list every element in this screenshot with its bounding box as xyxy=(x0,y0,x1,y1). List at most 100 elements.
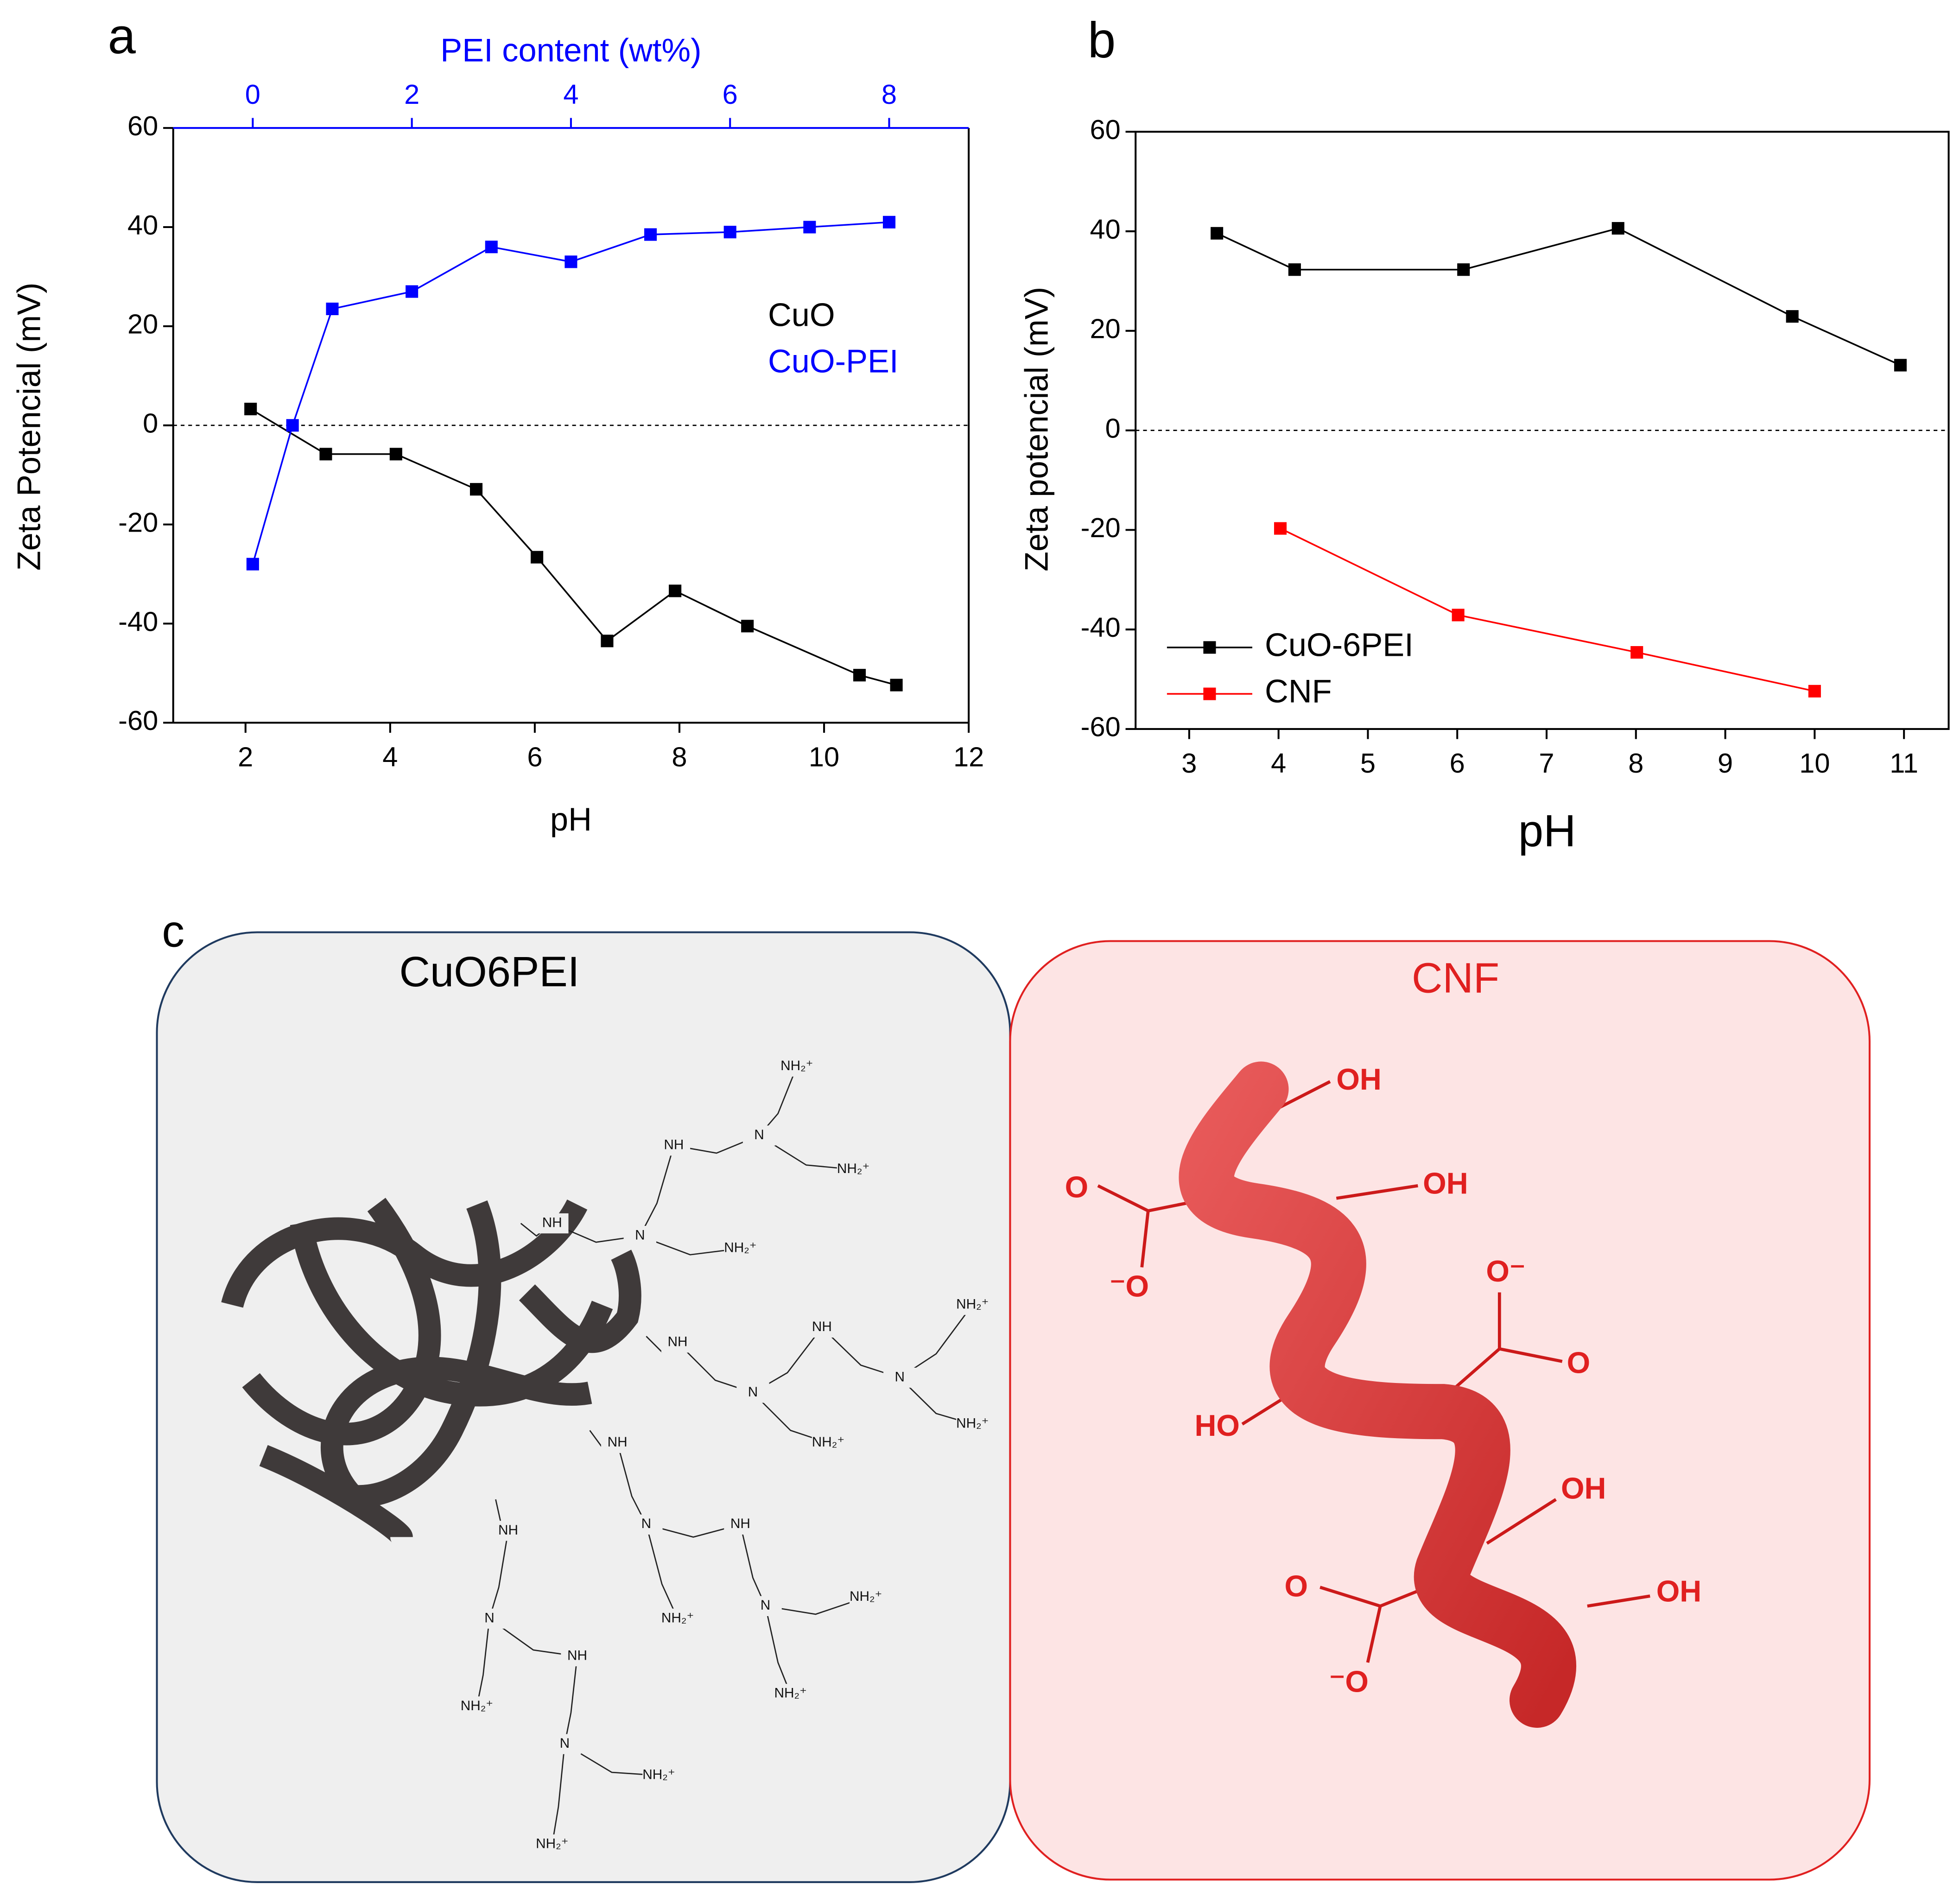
pei-bond xyxy=(564,1656,578,1744)
pei-label-bg xyxy=(883,1367,916,1388)
pei-label-bg xyxy=(774,1684,807,1704)
pei-label-bg xyxy=(749,1596,782,1616)
data-point xyxy=(853,669,866,682)
data-point xyxy=(1894,359,1907,372)
data-point xyxy=(389,448,402,461)
pei-chains: NH N NH₂⁺ NH N NH₂⁺ NH₂⁺ NH N NH N NH₂⁺ NH₂⁺ NH₂⁺ NH N N… xyxy=(460,1056,989,1855)
box-title: CNF xyxy=(1412,954,1499,1002)
pei-label: NH xyxy=(664,1137,684,1153)
cnf-label: O xyxy=(1284,1569,1308,1603)
panel-label: a xyxy=(108,8,136,64)
pei-label: NH xyxy=(730,1516,750,1531)
pei-label-bg xyxy=(812,1433,845,1453)
y-axis-title: Zeta Potencial (mV) xyxy=(10,283,47,571)
legend-marker xyxy=(1203,641,1216,654)
cnf-label: OH xyxy=(1423,1167,1468,1200)
pei-label: NH xyxy=(812,1319,832,1334)
box-title: CuO6PEI xyxy=(400,948,580,996)
pei-label-bg xyxy=(956,1294,989,1315)
pei-label-bg xyxy=(661,1608,694,1629)
series-line xyxy=(1280,527,1815,692)
pei-label-bg xyxy=(742,1125,776,1146)
data-point xyxy=(319,448,332,461)
panel-label: b xyxy=(1088,12,1116,68)
pei-label-bg xyxy=(724,1514,757,1535)
x-axis-title: pH xyxy=(550,801,592,837)
y-tick-label: 0 xyxy=(1105,412,1121,444)
pei-label: NH₂⁺ xyxy=(461,1698,493,1713)
data-point xyxy=(1786,310,1799,323)
pei-label: NH xyxy=(608,1434,628,1450)
pei-label-bg xyxy=(806,1317,838,1338)
data-point xyxy=(723,226,736,239)
cnf-bonds xyxy=(1097,1080,1650,1663)
x-axis-title: pH xyxy=(1518,806,1576,856)
pei-label: NH xyxy=(542,1215,562,1230)
data-point xyxy=(803,221,816,234)
x-tick-label: 6 xyxy=(1450,748,1465,779)
pei-label: NH xyxy=(567,1648,587,1663)
x-tick-label: 12 xyxy=(953,742,984,773)
data-point xyxy=(1274,522,1287,535)
legend-label: CuO-6PEI xyxy=(1265,627,1414,663)
y-tick-label: 40 xyxy=(127,209,158,241)
data-point xyxy=(1457,263,1470,276)
pei-label: N xyxy=(761,1598,771,1613)
x-tick-label: 10 xyxy=(1799,748,1830,779)
data-point xyxy=(326,302,339,316)
cnf-label: OH xyxy=(1656,1574,1701,1608)
cnf-label: ⁻O xyxy=(1329,1664,1369,1698)
pei-label-bg xyxy=(623,1226,657,1246)
pei-label-bg xyxy=(657,1135,691,1156)
pei-label: NH₂⁺ xyxy=(780,1058,813,1073)
panel-label: c xyxy=(162,906,184,957)
pei-label-bg xyxy=(548,1734,581,1754)
data-point xyxy=(1452,609,1465,622)
data-point xyxy=(669,584,682,597)
y-tick-label: -20 xyxy=(118,507,158,538)
data-point xyxy=(565,255,577,268)
pei-bond xyxy=(476,1618,490,1707)
data-point xyxy=(1808,685,1821,698)
cnf-label: OH xyxy=(1561,1471,1606,1505)
pei-label-bg xyxy=(724,1238,757,1259)
pei-bond xyxy=(488,1530,509,1619)
y-axis-title: Zeta potencial (mV) xyxy=(1018,287,1054,571)
y-tick-label: -40 xyxy=(1081,612,1121,643)
pei-label-bg xyxy=(630,1514,663,1535)
cnf-fiber xyxy=(1179,1061,1576,1728)
y-tick-label: -60 xyxy=(1081,711,1121,742)
pei-label: N xyxy=(560,1736,570,1751)
pei-label-bg xyxy=(473,1608,506,1629)
data-point xyxy=(644,228,657,241)
pei-label: N xyxy=(635,1228,645,1243)
x2-tick-label: 4 xyxy=(563,79,578,110)
pei-label: NH₂⁺ xyxy=(812,1434,844,1450)
pei-label-bg xyxy=(642,1765,675,1786)
x-tick-label: 4 xyxy=(382,742,398,773)
pei-label: N xyxy=(484,1610,495,1625)
series-line xyxy=(250,408,897,686)
data-point xyxy=(1288,263,1301,276)
x-tick-label: 9 xyxy=(1718,748,1733,779)
pei-label-bg xyxy=(561,1646,594,1667)
pei-label-bg xyxy=(536,1834,569,1855)
pei-label: NH₂⁺ xyxy=(956,1296,989,1312)
x2-tick-label: 0 xyxy=(245,79,260,110)
pei-bond xyxy=(765,1606,791,1694)
x-tick-label: 5 xyxy=(1360,748,1376,779)
pei-label: NH xyxy=(498,1522,518,1538)
y-tick-label: -40 xyxy=(118,606,158,637)
y-tick-label: 60 xyxy=(1090,114,1120,145)
y-tick-label: 0 xyxy=(143,408,158,439)
pei-label: NH₂⁺ xyxy=(661,1610,694,1625)
legend-label: CNF xyxy=(1265,673,1332,710)
x2-tick-label: 8 xyxy=(882,79,897,110)
data-point xyxy=(1630,646,1643,659)
legend-marker xyxy=(1203,687,1216,700)
y-tick-label: -60 xyxy=(118,705,158,736)
pei-label: NH₂⁺ xyxy=(724,1240,756,1256)
x-tick-label: 4 xyxy=(1271,748,1286,779)
x-tick-label: 8 xyxy=(1628,748,1643,779)
